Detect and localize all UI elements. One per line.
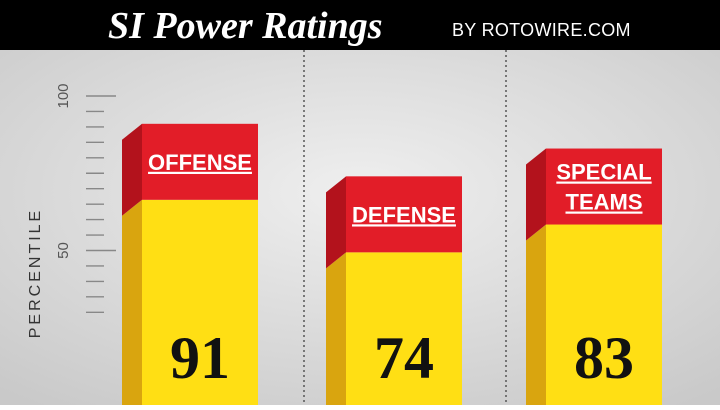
- category-label-defense: DEFENSE: [352, 202, 456, 227]
- value-label-defense: 74: [374, 325, 434, 391]
- bar-side-special-teams: [526, 224, 546, 405]
- chart-area: 50 100 PERCENTILE OFFENSE 91 DEFENSE 74 SPECIAL…: [0, 50, 720, 405]
- bar-special-teams: [546, 224, 662, 405]
- bar-chart: 50 100 PERCENTILE OFFENSE 91 DEFENSE 74 SPECIAL…: [0, 50, 720, 405]
- label-box-offense: [142, 123, 258, 200]
- label-box-special-teams: [546, 148, 662, 225]
- label-side-special-teams: [526, 148, 546, 241]
- bar-side-defense: [326, 252, 346, 405]
- y-axis-label: PERCENTILE: [27, 208, 44, 338]
- chart-byline: BY ROTOWIRE.COM: [452, 20, 631, 40]
- label-side-defense: [326, 176, 346, 269]
- bar-defense: [346, 252, 462, 405]
- label-box-defense: [346, 176, 462, 253]
- label-side-offense: [122, 123, 142, 216]
- value-label-offense: 91: [170, 325, 230, 391]
- chart-header: SI Power Ratings BY ROTOWIRE.COM: [0, 0, 720, 50]
- category-label-special-teams: SPECIAL: [556, 160, 651, 185]
- bar-side-offense: [122, 199, 142, 405]
- bar-offense: [142, 199, 258, 405]
- category-label-special-teams: TEAMS: [566, 190, 643, 215]
- category-label-offense: OFFENSE: [148, 150, 252, 175]
- chart-title: SI Power Ratings: [108, 5, 383, 47]
- y-tick-label: 100: [55, 83, 72, 108]
- y-tick-label: 50: [55, 242, 72, 259]
- value-label-special-teams: 83: [574, 325, 634, 391]
